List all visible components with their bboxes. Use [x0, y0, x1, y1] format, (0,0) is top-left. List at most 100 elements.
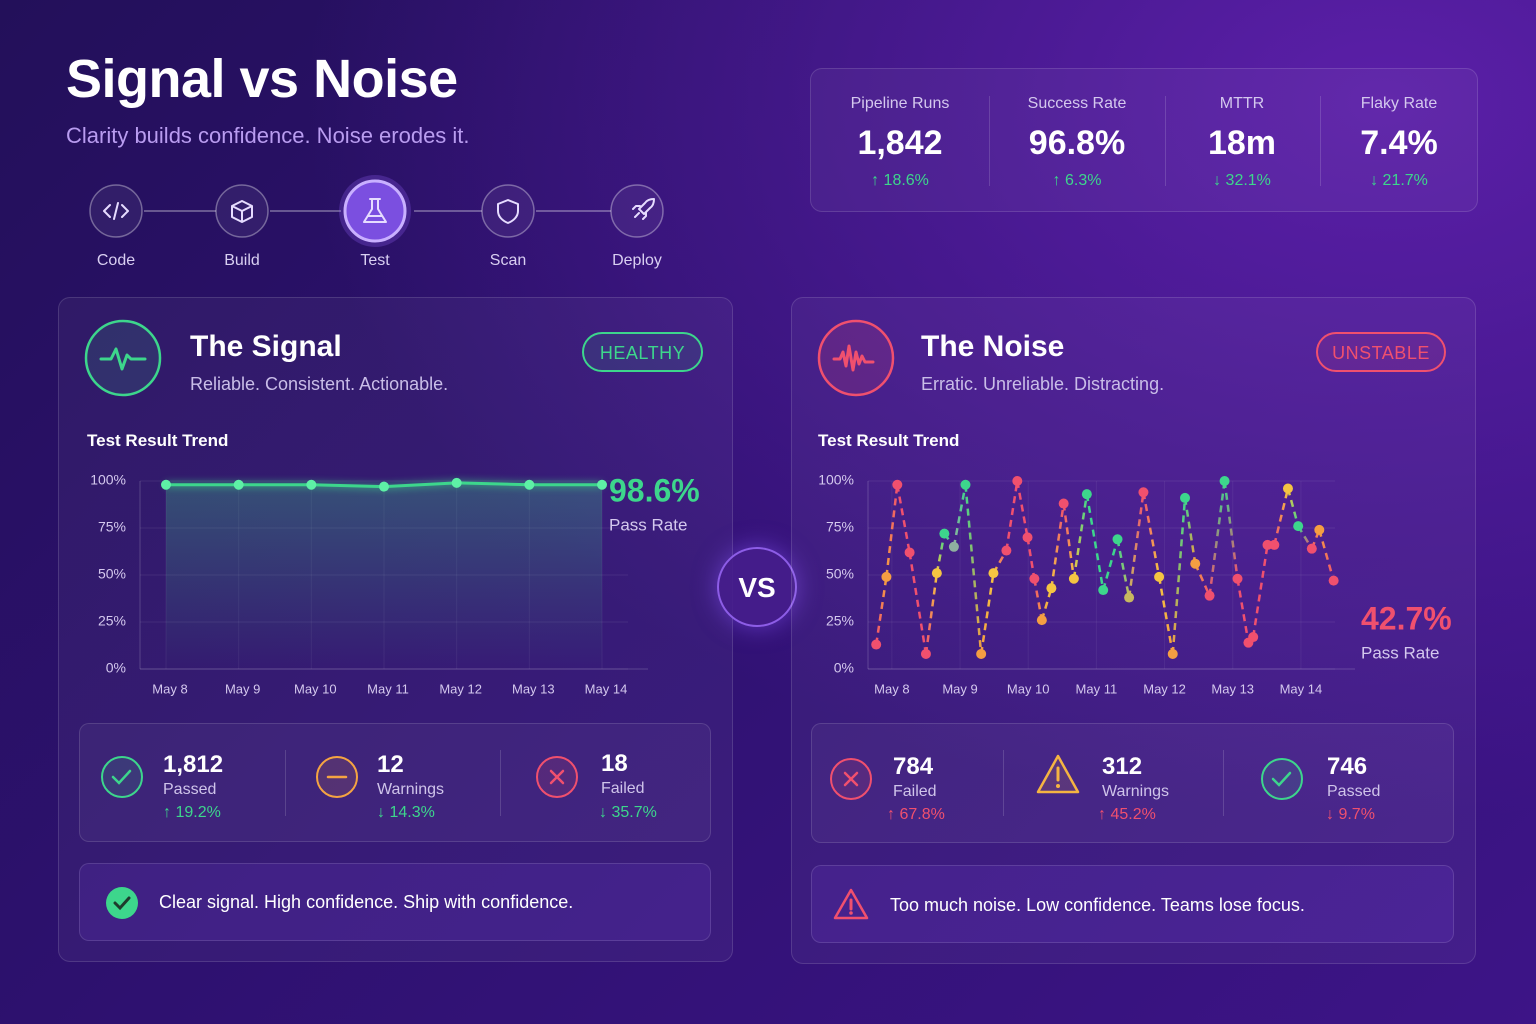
x-tick-label: May 9: [942, 681, 977, 696]
stat-label: Warnings: [377, 781, 444, 798]
point: [1001, 545, 1012, 556]
y-tick-label: 100%: [90, 472, 126, 488]
y-tick-label: 25%: [98, 613, 126, 629]
stat-value: 18: [601, 750, 628, 777]
point: [1167, 648, 1178, 659]
divider: [989, 96, 990, 186]
point: [1022, 532, 1033, 543]
y-tick-label: 0%: [106, 660, 126, 676]
step-circle: [610, 184, 664, 238]
warning-icon: [316, 756, 358, 798]
line-segment: [964, 484, 983, 655]
point: [1154, 571, 1165, 582]
divider: [285, 750, 286, 816]
x-tick-label: May 9: [225, 681, 260, 696]
kpi-label: Pipeline Runs: [850, 95, 950, 112]
y-tick-label: 75%: [826, 519, 854, 535]
point: [1012, 476, 1023, 486]
x-tick-label: May 11: [1076, 681, 1118, 696]
kpi-change: ↓ 21.7%: [1370, 172, 1428, 189]
point: [871, 639, 882, 650]
stats-box: [79, 723, 711, 842]
line-segment: [1040, 587, 1053, 621]
step-icons: [103, 198, 655, 224]
stat-change: ↓ 14.3%: [377, 804, 435, 821]
stat-label: Passed: [163, 781, 217, 798]
footer-icon: [833, 888, 869, 920]
panel-subtitle: Erratic. Unreliable. Distracting.: [921, 374, 1165, 394]
stat-value: 12: [377, 751, 404, 778]
line-segment: [1050, 503, 1065, 589]
point: [1232, 573, 1243, 584]
stat-value: 1,812: [163, 751, 224, 778]
line-segment: [935, 533, 946, 574]
kpi-card: [810, 68, 1478, 212]
point: [1058, 498, 1069, 509]
point: [1190, 558, 1201, 569]
point: [960, 479, 971, 490]
area: [166, 482, 602, 669]
x-tick-label: May 12: [439, 681, 482, 696]
point: [1112, 534, 1123, 545]
stat-value: 312: [1102, 753, 1143, 780]
line-segment: [1251, 544, 1269, 638]
divider: [500, 750, 501, 816]
point: [931, 568, 942, 579]
footer-text: Too much noise. Low confidence. Teams lo…: [890, 895, 1305, 915]
pipeline: [89, 175, 664, 247]
line-segment: [1127, 492, 1145, 598]
point: [1124, 592, 1135, 603]
stat-label: Passed: [1327, 783, 1381, 800]
y-tick-label: 50%: [826, 566, 854, 582]
point: [161, 479, 171, 490]
line-segment: [1085, 493, 1105, 591]
point: [1098, 585, 1109, 596]
footer-text: Clear signal. High confidence. Ship with…: [159, 892, 574, 912]
point: [1204, 590, 1215, 601]
page-subtitle: Clarity builds confidence. Noise erodes …: [66, 123, 470, 148]
point: [1068, 573, 1079, 584]
step-label: Code: [96, 252, 136, 269]
kpi-value: 96.8%: [1028, 124, 1126, 162]
footer-box: [811, 865, 1454, 943]
stats-box: [811, 723, 1454, 843]
stat-value: 746: [1327, 753, 1368, 780]
pass-rate: 42.7%: [1361, 600, 1452, 636]
warning-icon: [1036, 754, 1080, 794]
point: [1248, 632, 1259, 643]
signal-chart: 0% 25% 50% 75% 100% May 8 May 9 May 10 May 11 May…: [90, 472, 700, 697]
pass-rate: 98.6%: [609, 472, 700, 508]
noise-chart: 0% 25% 50% 75% 100% May 8 May 9 May 10 May 11 May…: [818, 472, 1452, 697]
line-segment: [1026, 537, 1036, 579]
line-segment: [1208, 480, 1226, 596]
point: [1046, 583, 1057, 594]
footer-icon: [106, 887, 138, 919]
line-segment: [1016, 480, 1029, 538]
point: [904, 547, 915, 558]
y-tick-label: 25%: [826, 613, 854, 629]
footer-box: [79, 863, 711, 941]
panel-subtitle: Reliable. Consistent. Actionable.: [190, 374, 449, 394]
line-segment: [1072, 493, 1089, 579]
failed-icon: [830, 758, 872, 800]
line-segment: [1171, 497, 1187, 655]
point: [1036, 615, 1047, 626]
x-tick-label: May 13: [512, 681, 555, 696]
y-tick-label: 75%: [98, 519, 126, 535]
line-segment: [1183, 497, 1197, 564]
divider: [1223, 750, 1224, 816]
panel-title: The Signal: [190, 330, 342, 363]
line-segment: [874, 576, 888, 645]
kpi-change: ↓ 32.1%: [1213, 172, 1271, 189]
step-circle: [481, 184, 535, 238]
point: [233, 479, 244, 490]
line-segment: [908, 552, 928, 655]
kpi-value: 18m: [1207, 124, 1277, 162]
kpi-value: 7.4%: [1360, 124, 1438, 162]
divider: [1320, 96, 1321, 186]
page-title: Signal vs Noise: [66, 49, 458, 109]
x-tick-label: May 10: [1007, 681, 1050, 696]
line-segment: [952, 484, 967, 548]
stat-change: ↑ 67.8%: [887, 806, 945, 823]
